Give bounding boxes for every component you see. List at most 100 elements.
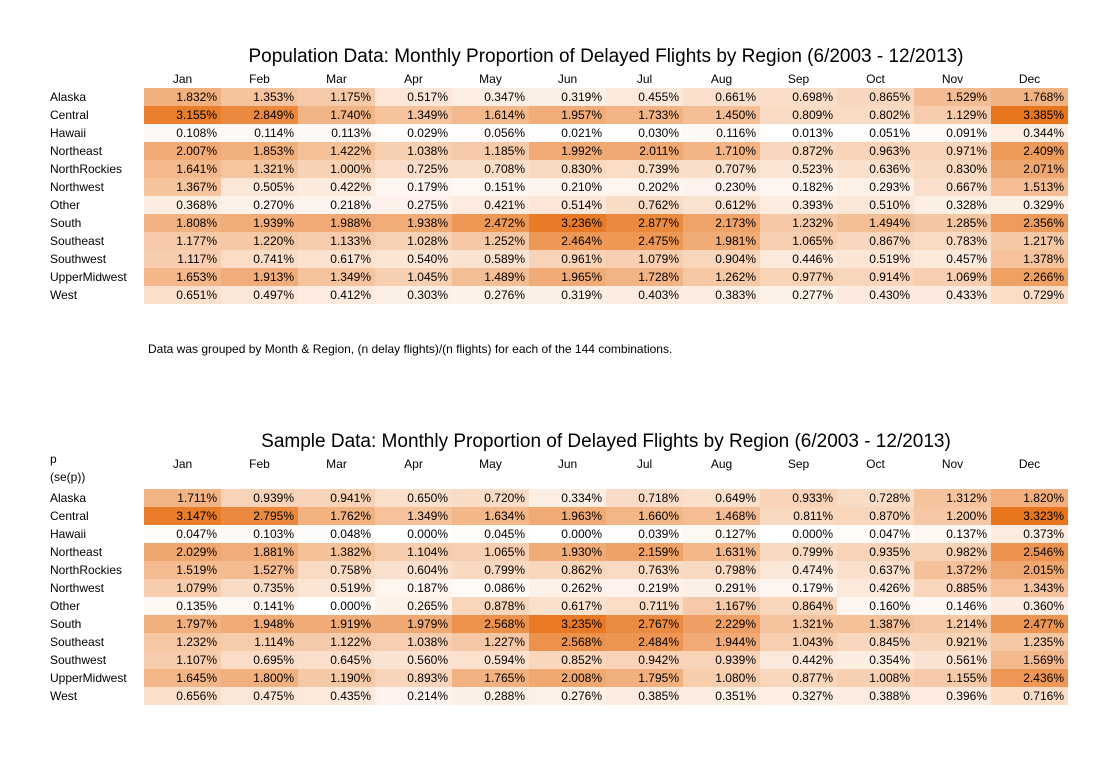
heat-cell: 1.820% xyxy=(991,489,1068,507)
heat-cell: 2.795% xyxy=(221,507,298,525)
heat-cell: 0.505% xyxy=(221,178,298,196)
heat-cell: 1.832% xyxy=(144,88,221,106)
heat-cell: 1.107% xyxy=(144,651,221,669)
heat-cell: 2.464% xyxy=(529,232,606,250)
heat-cell: 1.529% xyxy=(914,88,991,106)
heat-cell: 0.933% xyxy=(760,489,837,507)
month-header-jun: Jun xyxy=(557,457,578,471)
heat-cell: 1.321% xyxy=(760,615,837,633)
heat-cell: 2.356% xyxy=(991,214,1068,232)
heat-cell: 0.830% xyxy=(529,160,606,178)
heat-cell: 1.634% xyxy=(452,507,529,525)
methodology-note: Data was grouped by Month & Region, (n d… xyxy=(148,342,673,356)
heat-cell: 0.388% xyxy=(837,687,914,705)
heat-cell: 0.127% xyxy=(683,525,760,543)
sample-heatmap-table: Jan Feb Mar Apr May Jun Jul Aug Sep Oct Nov Dec Alas… xyxy=(48,455,1068,705)
heat-cell: 1.069% xyxy=(914,268,991,286)
heat-cell: 0.661% xyxy=(683,88,760,106)
heat-cell: 0.270% xyxy=(221,196,298,214)
heat-cell: 1.372% xyxy=(914,561,991,579)
heat-cell: 0.811% xyxy=(760,507,837,525)
heat-cell: 0.327% xyxy=(760,687,837,705)
region-label: Other xyxy=(50,599,81,613)
heat-cell: 2.266% xyxy=(991,268,1068,286)
month-header-nov: Nov xyxy=(941,72,964,86)
heat-cell: 1.185% xyxy=(452,142,529,160)
heat-cell: 1.217% xyxy=(991,232,1068,250)
heat-cell: 0.707% xyxy=(683,160,760,178)
heat-cell: 1.795% xyxy=(606,669,683,687)
heat-cell: 2.568% xyxy=(529,633,606,651)
heat-cell: 1.129% xyxy=(914,106,991,124)
heat-cell: 0.347% xyxy=(452,88,529,106)
heat-cell: 1.167% xyxy=(683,597,760,615)
heat-cell: 0.637% xyxy=(837,561,914,579)
heat-cell: 0.182% xyxy=(760,178,837,196)
heat-cell: 1.220% xyxy=(221,232,298,250)
heat-cell: 1.653% xyxy=(144,268,221,286)
heat-cell: 1.768% xyxy=(991,88,1068,106)
month-header-jul: Jul xyxy=(636,457,653,471)
heat-cell: 0.000% xyxy=(529,525,606,543)
heat-cell: 0.433% xyxy=(914,286,991,304)
month-header-aug: Aug xyxy=(710,72,733,86)
heat-cell: 0.319% xyxy=(529,88,606,106)
heat-cell: 2.475% xyxy=(606,232,683,250)
heat-cell: 0.373% xyxy=(991,525,1068,543)
region-label: Southeast xyxy=(50,635,105,649)
heat-cell: 1.711% xyxy=(144,489,221,507)
heat-cell: 1.252% xyxy=(452,232,529,250)
heat-cell: 0.000% xyxy=(375,525,452,543)
heat-cell: 2.484% xyxy=(606,633,683,651)
heat-cell: 1.079% xyxy=(144,579,221,597)
heat-cell: 2.159% xyxy=(606,543,683,561)
heat-cell: 1.227% xyxy=(452,633,529,651)
heat-cell: 2.229% xyxy=(683,615,760,633)
heat-cell: 0.056% xyxy=(452,124,529,142)
heat-cell: 1.343% xyxy=(991,579,1068,597)
region-label: Southwest xyxy=(50,653,107,667)
table-row: Southeast 1.232% 1.114% 1.122% 1.038% 1.227% 2… xyxy=(48,633,1068,651)
heat-cell: 0.961% xyxy=(529,250,606,268)
heat-cell: 0.276% xyxy=(452,286,529,304)
heat-cell: 0.091% xyxy=(914,124,991,142)
region-label: Alaska xyxy=(50,90,87,104)
heat-cell: 1.200% xyxy=(914,507,991,525)
region-label: Hawaii xyxy=(50,126,87,140)
heat-cell: 0.939% xyxy=(221,489,298,507)
heat-cell: 0.867% xyxy=(837,232,914,250)
heat-cell: 2.849% xyxy=(221,106,298,124)
heat-cell: 2.029% xyxy=(144,543,221,561)
heat-cell: 0.762% xyxy=(606,196,683,214)
month-header-dec: Dec xyxy=(1018,72,1041,86)
heat-cell: 1.853% xyxy=(221,142,298,160)
heat-cell: 2.007% xyxy=(144,142,221,160)
heat-cell: 1.957% xyxy=(529,106,606,124)
heat-cell: 0.151% xyxy=(452,178,529,196)
heat-cell: 1.008% xyxy=(837,669,914,687)
heat-cell: 1.797% xyxy=(144,615,221,633)
heat-cell: 0.977% xyxy=(760,268,837,286)
heat-cell: 0.845% xyxy=(837,633,914,651)
heat-cell: 1.038% xyxy=(375,633,452,651)
heat-cell: 0.351% xyxy=(683,687,760,705)
heat-cell: 0.048% xyxy=(298,525,375,543)
heat-cell: 0.830% xyxy=(914,160,991,178)
heat-cell: 0.650% xyxy=(375,489,452,507)
heat-cell: 0.695% xyxy=(221,651,298,669)
heat-cell: 0.799% xyxy=(452,561,529,579)
heat-cell: 1.321% xyxy=(221,160,298,178)
heat-cell: 0.114% xyxy=(221,124,298,142)
heat-cell: 1.963% xyxy=(529,507,606,525)
region-label: West xyxy=(50,689,78,703)
heat-cell: 1.349% xyxy=(375,106,452,124)
heat-cell: 1.028% xyxy=(375,232,452,250)
table-row: Other 0.135% 0.141% 0.000% 0.265% 0.878% 0.617… xyxy=(48,597,1068,615)
heat-cell: 2.546% xyxy=(991,543,1068,561)
heat-cell: 0.426% xyxy=(837,579,914,597)
heat-cell: 0.698% xyxy=(760,88,837,106)
heat-cell: 0.275% xyxy=(375,196,452,214)
heat-cell: 1.913% xyxy=(221,268,298,286)
heat-cell: 1.043% xyxy=(760,633,837,651)
heat-cell: 2.472% xyxy=(452,214,529,232)
